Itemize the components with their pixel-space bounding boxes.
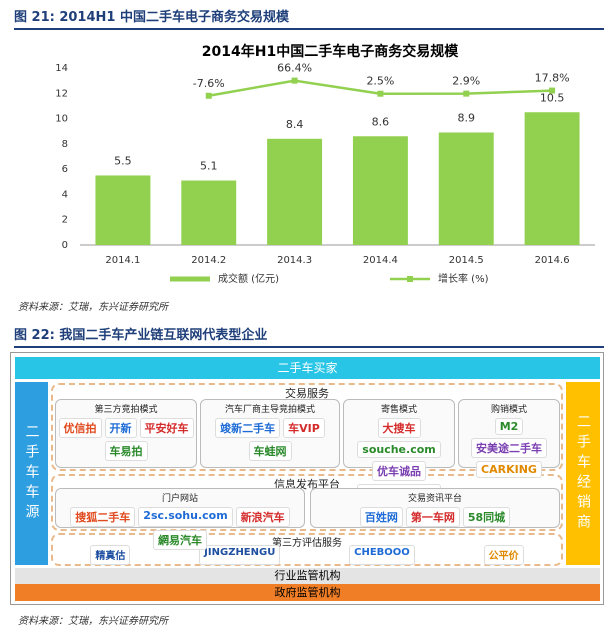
source-bar: 二手车车源 — [15, 382, 48, 565]
bar — [352, 136, 408, 245]
source-note: 资料来源：艾瑞，东兴证券研究所 — [18, 302, 168, 313]
y-tick-label: 14 — [55, 63, 68, 74]
line-marker — [205, 92, 212, 99]
data-label: 5.1 — [200, 160, 218, 173]
company-logo: 车易拍 — [104, 441, 148, 461]
group-label: 购销模式 — [490, 405, 527, 415]
company-logo: 安美途二手车 — [471, 438, 547, 458]
figure-heading: 图 21: 2014H1 中国二手车电子商务交易规模 — [14, 6, 604, 30]
company-logo: 优信拍 — [58, 418, 102, 438]
data-label: -7.6% — [193, 77, 225, 90]
company-logo: 精真估 — [90, 545, 131, 565]
company-logo: CARKING — [476, 461, 542, 478]
buyer-bar: 二手车买家 — [15, 357, 600, 379]
bar — [95, 175, 151, 245]
diagram-frame — [10, 352, 604, 605]
data-label: 2.5% — [366, 75, 394, 88]
company-logo: 车VIP — [283, 418, 325, 438]
x-tick-label: 2014.3 — [277, 255, 312, 266]
source-note: 资料来源：艾瑞，东兴证券研究所 — [18, 616, 168, 627]
y-tick-label: 4 — [62, 189, 68, 200]
company-logo: 百姓网 — [359, 507, 403, 527]
dealer-bar: 二手车经销商 — [566, 382, 600, 565]
x-tick-label: 2014.1 — [105, 255, 140, 266]
company-group: 汽车厂商主导竞拍模式竣新二手车 车VIP 车蛙网 — [200, 399, 340, 468]
y-tick-label: 10 — [55, 114, 68, 125]
bar — [181, 180, 237, 245]
gov-bar: 政府监管机构 — [15, 584, 600, 601]
line-marker — [291, 77, 298, 84]
company-logo: 竣新二手车 — [215, 418, 281, 438]
company-logo: 網易汽车 — [153, 530, 207, 550]
legend-marker — [407, 276, 413, 282]
company-logo: 58同城 — [462, 507, 511, 527]
company-group: 购销模式 M2 安美途二手车 CARKING — [458, 399, 560, 478]
legend-label: 增长率 (%) — [438, 272, 489, 285]
group-label: 交易资讯平台 — [407, 494, 462, 504]
company-logo: 车蛙网 — [248, 441, 292, 461]
legend-label: 成交额 (亿元) — [218, 272, 279, 285]
group-label: 第三方竞拍模式 — [94, 405, 158, 415]
info-title: 信息发布平台 — [274, 478, 340, 491]
company-logo: CHEBOOO — [349, 545, 415, 565]
data-label: 66.4% — [277, 62, 312, 75]
chart-title: 2014年H1中国二手车电子商务交易规模 — [202, 43, 459, 60]
company-logo: 2sc.sohu.com — [138, 507, 233, 527]
figure-heading: 图 22: 我国二手车产业链互联网代表型企业 — [14, 324, 604, 348]
company-logo: JINGZHENGU — [199, 545, 281, 565]
y-tick-label: 0 — [62, 240, 68, 251]
company-logo: souche.com — [357, 441, 441, 458]
chart: 2014年H1中国二手车电子商务交易规模 0 2 4 6 8 10 12 14 2014.1 20… — [55, 43, 595, 285]
company-group: 第三方竞拍模式优信拍 开新 平安好车车易拍 — [55, 399, 197, 468]
data-label: 10.5 — [540, 91, 565, 104]
y-tick-label: 8 — [62, 139, 68, 150]
company-logo: 公平价 — [483, 545, 524, 565]
company-logo: 大搜车 — [377, 418, 421, 438]
company-logo: 优车诚品 — [372, 461, 426, 481]
eval-box — [51, 533, 563, 566]
data-label: 8.4 — [286, 118, 304, 131]
x-tick-label: 2014.5 — [449, 255, 484, 266]
company-logo: 平安好车 — [139, 418, 194, 438]
eval-logos: 精真估 JINGZHENGU CHEBOOO 公平价 — [56, 545, 558, 565]
group-label: 汽车厂商主导竞拍模式 — [224, 405, 315, 415]
y-tick-label: 2 — [62, 215, 68, 226]
data-label: 17.8% — [535, 72, 570, 85]
industry-bar: 行业监管机构 — [15, 568, 600, 584]
data-label: 8.6 — [372, 115, 390, 128]
info-box — [51, 474, 563, 531]
line-marker — [463, 90, 470, 97]
eval-title: 第三方评估服务 — [272, 538, 342, 549]
data-label: 2.9% — [452, 75, 480, 88]
trade-title: 交易服务 — [285, 387, 329, 400]
bar — [524, 112, 580, 245]
trade-box — [51, 383, 563, 471]
data-label: 8.9 — [458, 111, 476, 124]
company-group: 门户网站搜狐二手车 2sc.sohu.com 新浪汽车網易汽车 — [55, 488, 305, 550]
company-group: 交易资讯平台 百姓网 第一车网 58同城 — [310, 488, 560, 528]
line-marker — [549, 87, 556, 94]
group-label: 门户网站 — [161, 494, 198, 504]
bar — [267, 138, 323, 245]
group-label: 寄售模式 — [380, 405, 417, 415]
company-logo: 搜狐二手车 — [70, 507, 136, 527]
x-tick-label: 2014.2 — [191, 255, 226, 266]
y-tick-label: 6 — [62, 164, 68, 175]
company-logo: 第一车网 — [405, 507, 460, 527]
line-marker — [377, 90, 384, 97]
y-tick-label: 12 — [55, 88, 68, 99]
company-logo: 开新 — [104, 418, 137, 438]
data-label: 5.5 — [114, 154, 132, 167]
x-tick-label: 2014.4 — [363, 255, 398, 266]
company-logo: M2 — [494, 418, 524, 435]
bar — [438, 132, 494, 245]
x-tick-label: 2014.6 — [535, 255, 570, 266]
company-logo: 新浪汽车 — [235, 507, 290, 527]
